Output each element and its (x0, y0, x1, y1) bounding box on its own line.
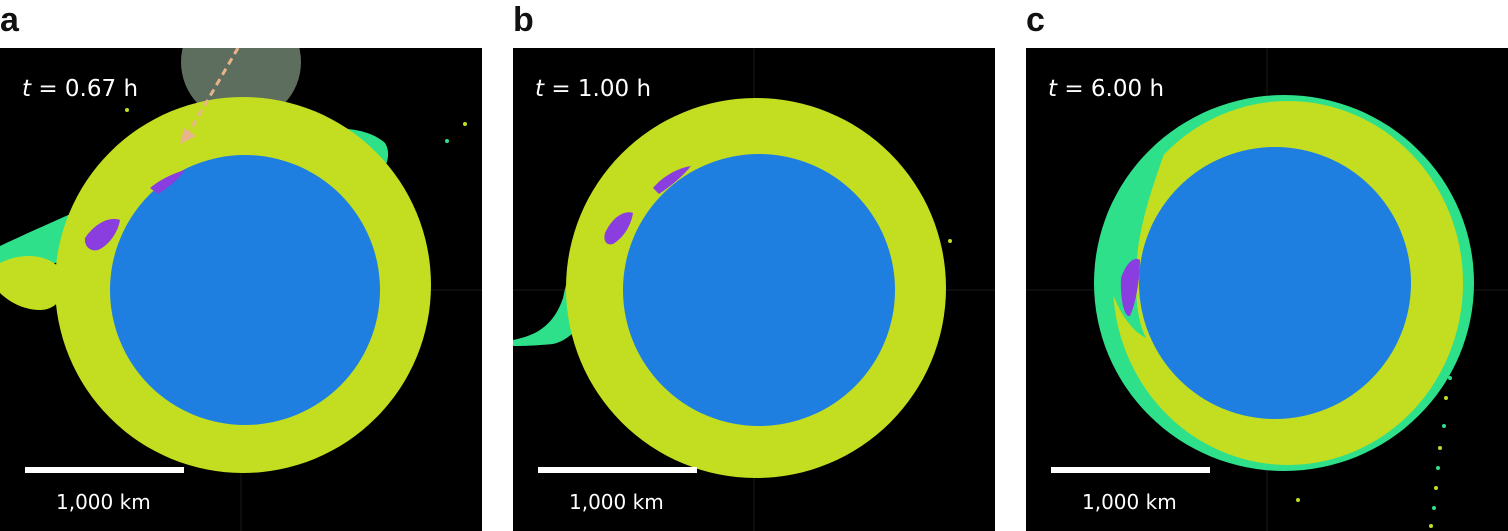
panel-c-scale-bar (1051, 467, 1210, 473)
panel-b-core (623, 154, 895, 426)
panel-b-time-value: = 1.00 h (551, 76, 652, 102)
panel-a-impactor-streak (150, 170, 185, 194)
panel-a: t = 0.67 h 1,000 km (0, 48, 482, 531)
panel-b-impactor-streak (653, 166, 691, 194)
panel-a-particle (125, 108, 129, 112)
panel-c-particle (1442, 424, 1446, 428)
panel-c-time-symbol: t (1048, 76, 1058, 102)
panel-c-time-value: = 6.00 h (1064, 76, 1165, 102)
panel-b-impactor-material (604, 212, 633, 245)
panel-b-time-label: t = 1.00 h (535, 76, 651, 102)
panel-a-particle (463, 122, 467, 126)
panel-c-scale-label: 1,000 km (1082, 490, 1177, 514)
panel-a-trajectory-arrowhead (180, 128, 196, 144)
panel-c-particle (1448, 376, 1452, 380)
panel-b-scale-label: 1,000 km (569, 490, 664, 514)
panel-c-particle (1432, 506, 1436, 510)
panel-c-particle (1436, 466, 1440, 470)
panel-c-particle (1438, 446, 1442, 450)
panel-c-particle (1296, 498, 1300, 502)
panel-b-scale-bar (538, 467, 697, 473)
panel-a-simulation-image (0, 48, 482, 531)
panel-c-core (1139, 147, 1411, 419)
panel-a-particle (445, 139, 449, 143)
panel-c: t = 6.00 h 1,000 km (1026, 48, 1508, 531)
panel-b-particle (948, 239, 952, 243)
panel-a-letter: a (0, 1, 19, 39)
panel-a-time-value: = 0.67 h (38, 76, 139, 102)
panel-a-scale-bar (25, 467, 184, 473)
panel-a-trajectory-line (186, 48, 240, 135)
panel-b: t = 1.00 h 1,000 km (513, 48, 995, 531)
panel-a-scale-label: 1,000 km (56, 490, 151, 514)
panel-c-particle (1434, 486, 1438, 490)
panel-b-time-symbol: t (535, 76, 545, 102)
panel-c-time-label: t = 6.00 h (1048, 76, 1164, 102)
panel-a-time-label: t = 0.67 h (22, 76, 138, 102)
panel-c-particle (1444, 396, 1448, 400)
panel-c-simulation-image (1026, 48, 1508, 531)
panel-c-impactor-material (1120, 258, 1140, 317)
panel-a-mantle-tail (0, 256, 65, 310)
panel-a-time-symbol: t (22, 76, 32, 102)
panel-c-particle (1429, 524, 1433, 528)
panel-c-letter: c (1026, 1, 1045, 39)
panel-a-core (110, 155, 380, 425)
panel-b-simulation-image (513, 48, 995, 531)
panel-c-ejecta-inner (1106, 148, 1166, 338)
panel-b-letter: b (513, 1, 534, 39)
panel-a-impactor-material (84, 218, 120, 251)
